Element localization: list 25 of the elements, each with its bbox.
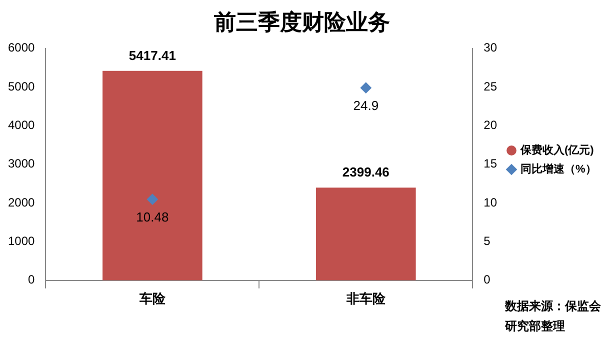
legend-label: 保费收入(亿元) bbox=[520, 144, 594, 157]
y-tick-label: 4000 bbox=[8, 118, 36, 132]
source-note: 数据来源：保监会 bbox=[505, 298, 601, 315]
data-label: 2399.46 bbox=[342, 164, 390, 180]
y-tick-label: 5000 bbox=[8, 79, 36, 94]
data-label: 10.48 bbox=[136, 209, 169, 224]
x-tick-label: 非车险 bbox=[345, 290, 386, 306]
y-tick-label: 0 bbox=[28, 272, 36, 287]
y2-tick-label: 0 bbox=[484, 272, 491, 287]
data-label: 24.9 bbox=[353, 98, 379, 113]
y-tick-label: 2000 bbox=[8, 195, 36, 210]
y2-tick-label: 10 bbox=[484, 195, 498, 210]
text: 研究部整理 bbox=[505, 318, 566, 335]
y-tick-label: 3000 bbox=[8, 156, 36, 171]
legend-label: 同比增速（%） bbox=[520, 162, 596, 176]
y2-tick-label: 5 bbox=[484, 234, 491, 248]
chart-title: 前三季度财险业务 bbox=[213, 9, 390, 34]
data-label: 5417.41 bbox=[128, 48, 176, 64]
y-tick-label: 1000 bbox=[8, 234, 36, 248]
y-tick-label: 6000 bbox=[8, 40, 36, 55]
y2-tick-label: 15 bbox=[484, 156, 498, 171]
x-tick-label: 车险 bbox=[138, 290, 166, 306]
y2-tick-label: 20 bbox=[484, 118, 498, 132]
y2-tick-label: 25 bbox=[484, 79, 498, 94]
y2-tick-label: 30 bbox=[484, 40, 498, 55]
